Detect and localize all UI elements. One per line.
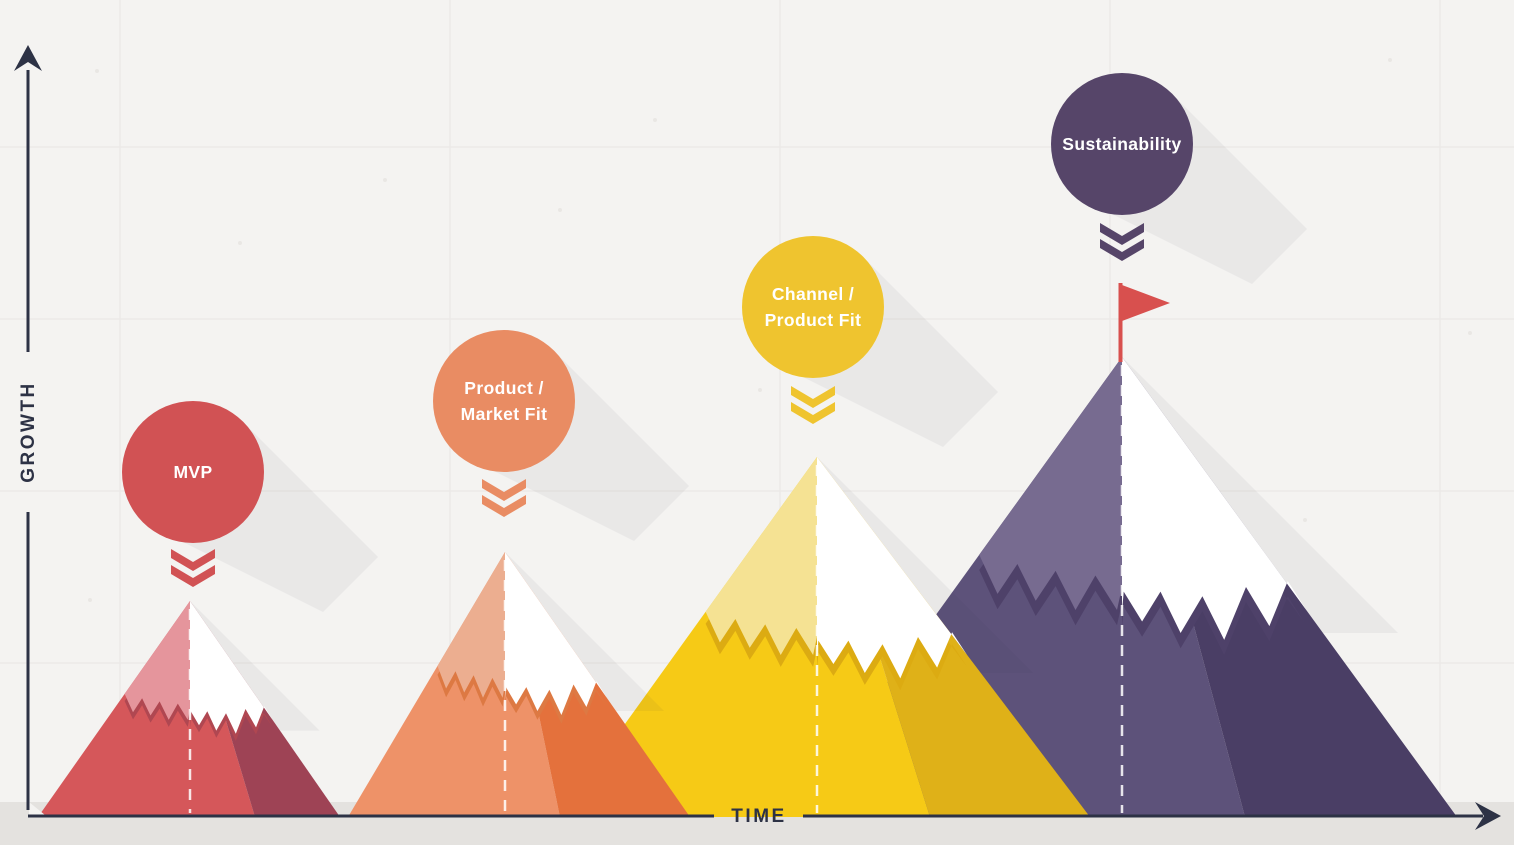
paper-speck [1388,58,1392,62]
stage-product-market-fit: Product / Market Fit [433,330,575,517]
y-axis-arrowhead [14,45,42,71]
stage-label: Product / [464,378,544,398]
flag-icon [1122,285,1170,321]
paper-speck [1303,518,1307,522]
mountain-shadow-mvp [190,601,320,731]
snow-cap-white-mvp [190,601,273,734]
mountain-shadow-sustainability [1122,357,1398,633]
double-chevron-down-icon [171,549,215,587]
snow-cap-tint-channel-product-fit [705,457,817,655]
stage-label: MVP [173,462,213,482]
growth-axis-label: GROWTH [18,381,39,483]
mountain-shadow-product-market-fit [505,552,664,711]
double-chevron-down-icon [1100,223,1144,261]
snow-cap-tint-mvp [124,601,190,720]
stage-label: Channel / [771,284,855,304]
double-chevron-down-icon [791,386,835,424]
stage-mvp: MVP [122,401,264,587]
paper-speck [88,598,92,602]
snow-cap-white-channel-product-fit [817,457,968,679]
paper-speck [758,388,762,392]
stage-label-line2: Product Fit [764,310,862,330]
origin-patch [29,802,45,815]
stage-circle-channel-product-fit: Channel / Product Fit [742,236,884,378]
stage-sustainability: Sustainability [1051,73,1193,261]
double-chevron-down-icon [482,479,526,517]
paper-speck [558,208,562,212]
mountain-shadow-channel-product-fit [817,457,1033,673]
paper-speck [383,178,387,182]
stage-circle-product-market-fit: Product / Market Fit [433,330,575,472]
time-axis-label: TIME [731,806,787,827]
flag-pole [1118,283,1123,362]
paper-speck [95,69,99,73]
stage-circle-mvp: MVP [122,401,264,543]
stage-label: Sustainability [1062,134,1182,154]
snow-cap-tint-sustainability [979,357,1122,610]
paper-speck [1468,331,1472,335]
snow-cap-white-sustainability [1122,357,1307,640]
stage-channel-product-fit: Channel / Product Fit [742,236,884,424]
x-axis-arrowhead [1475,802,1501,830]
paper-speck [238,241,242,245]
snow-cap-white-product-market-fit [505,552,607,715]
snow-cap-tint-product-market-fit [437,552,505,698]
stage-label-line2: Market Fit [460,404,548,424]
stage-circle-sustainability: Sustainability [1051,73,1193,215]
paper-speck [653,118,657,122]
